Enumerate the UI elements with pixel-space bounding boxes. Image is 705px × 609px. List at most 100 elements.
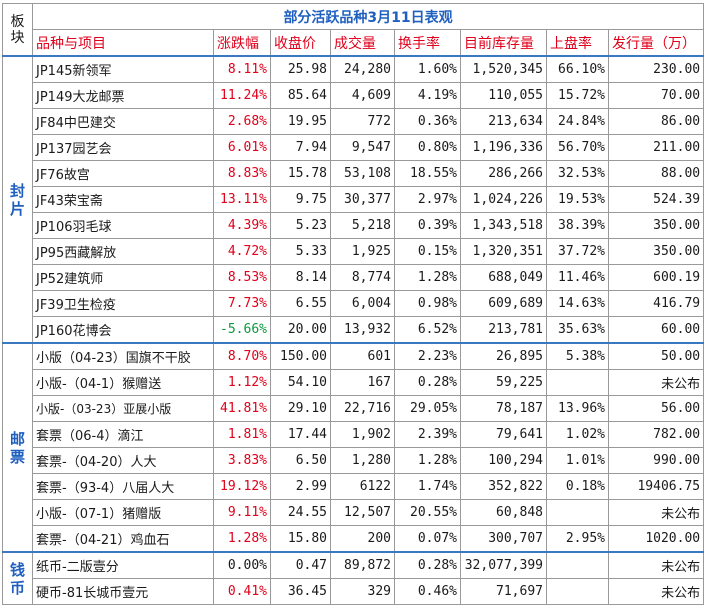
cell-turnover: 0.98% [394,290,461,317]
cell-close: 19.95 [270,108,331,135]
header-issue: 发行量（万） [607,29,705,57]
cell-name: JF76故宫 [32,160,214,187]
cell-volume: 89,872 [330,551,395,579]
cell-issue: 50.00 [607,342,705,370]
cell-listing-rate: 2.95% [546,525,609,553]
cell-change: 8.83% [213,160,271,187]
cell-stock: 1,024,226 [460,186,547,213]
cell-name: JP160花博会 [32,316,214,344]
cell-close: 15.80 [270,525,331,553]
cell-listing-rate [546,551,609,579]
header-listing-rate: 上盘率 [546,29,609,57]
cell-change: 6.01% [213,134,271,161]
cell-name: 套票（06-4）滴江 [32,421,214,448]
cell-close: 36.45 [270,578,331,605]
cell-name: 纸币-二版壹分 [32,551,214,579]
table-row: JP52建筑师 8.53% 8.14 8,774 1.28% 688,049 11.46% 6… [3,264,705,291]
cell-stock: 1,196,336 [460,134,547,161]
table-row: 小版-（04-1）猴赠送 1.12% 54.10 167 0.28% 59,225 未公布 [3,369,705,396]
section-feng-pian: 封片 [2,55,33,344]
cell-stock: 213,781 [460,316,547,344]
cell-name: 套票-（04-21）鸡血石 [32,525,214,553]
cell-close: 2.99 [270,473,331,500]
cell-turnover: 1.28% [394,447,461,474]
cell-volume: 8,774 [330,264,395,291]
cell-issue: 未公布 [607,551,705,579]
cell-name: 硬币-81长城币壹元 [32,578,214,605]
cell-issue: 350.00 [607,238,705,265]
header-row: 品种与项目 涨跌幅 收盘价 成交量 换手率 目前库存量 上盘率 发行量（万） [3,29,705,57]
cell-stock: 110,055 [460,82,547,109]
table-row: JF76故宫 8.83% 15.78 53,108 18.55% 286,266 32.53… [3,160,705,187]
cell-change: 0.41% [213,578,271,605]
cell-issue: 60.00 [607,316,705,344]
cell-name: JF43荣宝斋 [32,186,214,213]
cell-change: 8.11% [213,55,271,83]
cell-change: 41.81% [213,395,271,422]
table-row: JP149大龙邮票 11.24% 85.64 4,609 4.19% 110,055 15.… [3,82,705,109]
cell-stock: 78,187 [460,395,547,422]
table-row: 套票-（04-21）鸡血石 1.28% 15.80 200 0.07% 300,707 2.… [3,525,705,553]
cell-close: 17.44 [270,421,331,448]
table-row: JP137园艺会 6.01% 7.94 9,547 0.80% 1,196,336 56.7… [3,134,705,161]
cell-listing-rate: 37.72% [546,238,609,265]
cell-change: -5.66% [213,316,271,344]
cell-stock: 1,320,351 [460,238,547,265]
header-stock: 目前库存量 [460,29,547,57]
cell-stock: 79,641 [460,421,547,448]
cell-close: 5.33 [270,238,331,265]
table-row: 邮票 小版（04-23）国旗不干胶 8.70% 150.00 601 2.23% 26,89… [2,342,705,553]
table-row: 套票（06-4）滴江 1.81% 17.44 1,902 2.39% 79,641 1.02… [3,421,705,448]
cell-stock: 100,294 [460,447,547,474]
cell-issue: 70.00 [607,82,705,109]
cell-change: 1.81% [213,421,271,448]
cell-issue: 524.39 [607,186,705,213]
cell-close: 8.14 [270,264,331,291]
cell-stock: 688,049 [460,264,547,291]
cell-turnover: 0.39% [394,212,461,239]
section-qian-bi: 钱币 [2,551,33,605]
cell-stock: 32,077,399 [460,551,547,579]
title-row: 板块 部分活跃品种3月11日表观 [2,3,705,57]
header-change: 涨跌幅 [213,29,271,57]
table-row: JP106羽毛球 4.39% 5.23 5,218 0.39% 1,343,518 38.3… [3,212,705,239]
cell-issue: 600.19 [607,264,705,291]
cell-change: 2.68% [213,108,271,135]
cell-issue: 88.00 [607,160,705,187]
cell-change: 1.12% [213,369,271,396]
cell-turnover: 0.80% [394,134,461,161]
table-row: JF43荣宝斋 13.11% 9.75 30,377 2.97% 1,024,226 19.… [3,186,705,213]
cell-volume: 329 [330,578,395,605]
cell-volume: 5,218 [330,212,395,239]
cell-stock: 60,848 [460,499,547,526]
cell-volume: 601 [330,342,395,370]
cell-volume: 4,609 [330,82,395,109]
cell-issue: 56.00 [607,395,705,422]
cell-change: 0.00% [213,551,271,579]
cell-close: 24.55 [270,499,331,526]
table-row: JP160花博会 -5.66% 20.00 13,932 6.52% 213,781 35.… [3,316,705,344]
cell-change: 7.73% [213,290,271,317]
cell-turnover: 0.15% [394,238,461,265]
cell-stock: 71,697 [460,578,547,605]
cell-close: 0.47 [270,551,331,579]
cell-listing-rate: 56.70% [546,134,609,161]
table-row: 套票-（04-20）人大 3.83% 6.50 1,280 1.28% 100,294 1.… [3,447,705,474]
cell-name: JP145新领军 [32,55,214,83]
cell-issue: 416.79 [607,290,705,317]
cell-turnover: 1.60% [394,55,461,83]
cell-stock: 300,707 [460,525,547,553]
cell-name: JP95西藏解放 [32,238,214,265]
header-close: 收盘价 [270,29,331,57]
cell-turnover: 0.46% [394,578,461,605]
cell-change: 19.12% [213,473,271,500]
cell-turnover: 1.74% [394,473,461,500]
cell-issue: 1020.00 [607,525,705,553]
cell-close: 6.50 [270,447,331,474]
table-row: 钱币纸币-二版壹分 0.00% 0.47 89,872 0.28% 32,077,399 未… [2,551,705,605]
cell-listing-rate [546,499,609,526]
cell-turnover: 0.07% [394,525,461,553]
cell-listing-rate: 19.53% [546,186,609,213]
cell-issue: 230.00 [607,55,705,83]
cell-volume: 167 [330,369,395,396]
